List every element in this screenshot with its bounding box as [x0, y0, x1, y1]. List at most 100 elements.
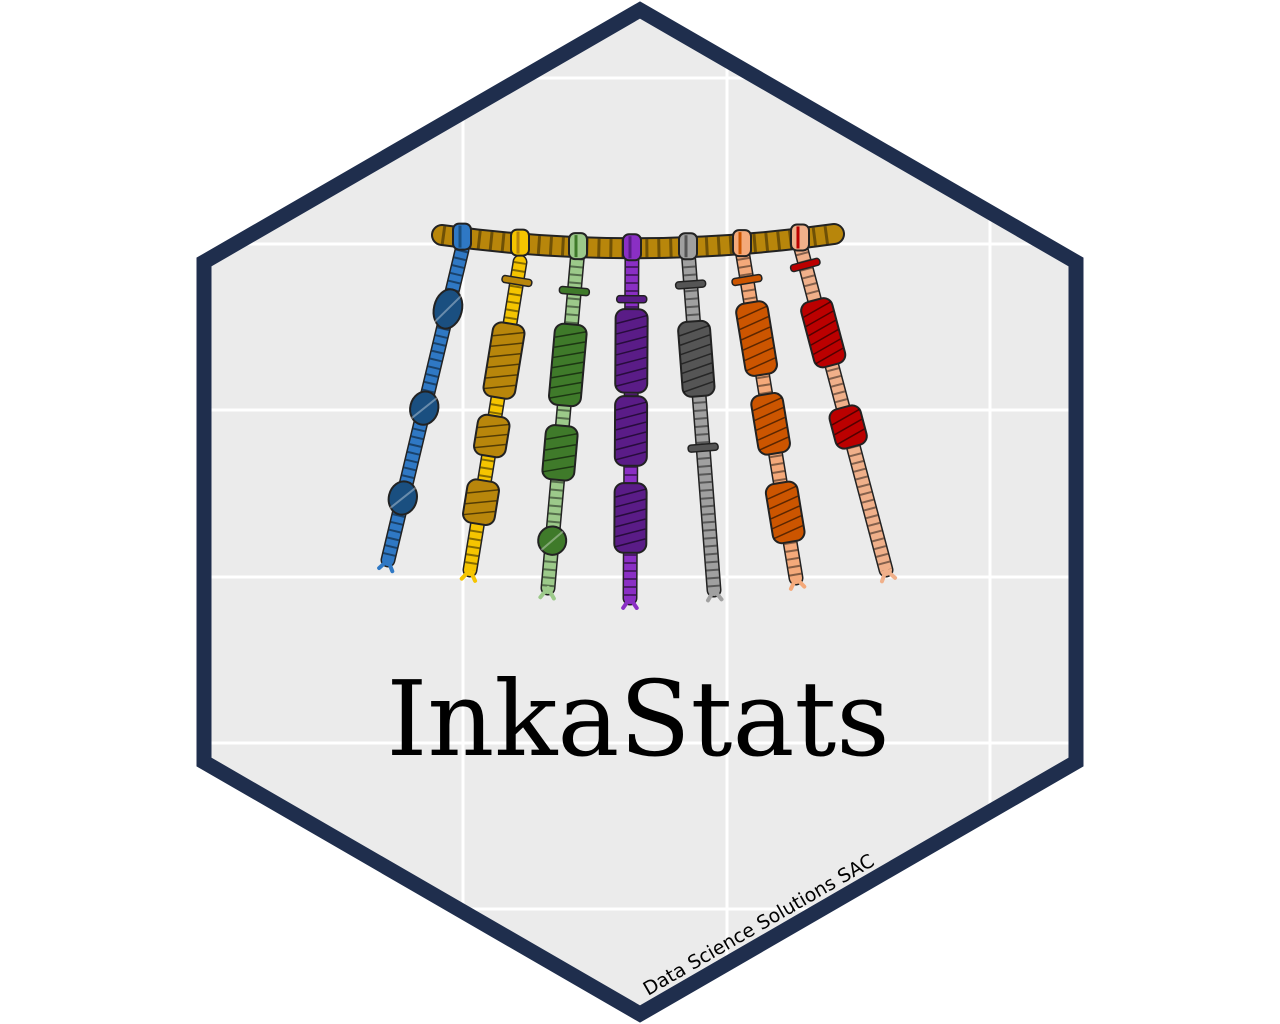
knot-wrap — [773, 525, 803, 540]
knot-wrap — [487, 363, 519, 369]
knot-wrap — [616, 346, 647, 356]
knot-wrap — [477, 423, 509, 429]
attachment-loop — [510, 228, 530, 257]
knot-wrap — [834, 418, 863, 436]
cord-tail — [628, 596, 639, 610]
orange-cord — [731, 242, 807, 591]
long-knot — [613, 395, 649, 467]
ring-knot-shape — [731, 273, 763, 287]
knot-wrap — [616, 325, 647, 335]
knot-wrap — [813, 338, 841, 356]
ring-knot-shape — [558, 285, 591, 297]
gray-cord — [674, 242, 724, 603]
attachment-loop — [790, 223, 810, 252]
long-knot — [750, 392, 791, 456]
knot-wrap — [615, 431, 647, 441]
cord-body — [682, 244, 720, 596]
knot-wrap — [810, 329, 839, 346]
cord-tail — [794, 576, 807, 589]
knot-wrap — [540, 530, 564, 551]
knot-wrap — [831, 408, 860, 426]
ring-knot — [558, 285, 591, 297]
attachment-loop — [452, 222, 472, 251]
long-knot — [800, 297, 847, 369]
knot-wrap — [615, 518, 646, 528]
knot-wrap — [543, 465, 574, 473]
knot-wrap — [544, 454, 575, 462]
knot-shape — [432, 288, 464, 330]
knot-shape — [537, 525, 568, 556]
knot-shape — [482, 321, 526, 400]
knot-wrap — [752, 397, 782, 412]
long-knot — [548, 322, 588, 408]
knot-wrap — [739, 316, 769, 331]
knot-wrap — [682, 362, 712, 374]
cord-twist — [682, 249, 720, 591]
knot-wrap — [615, 451, 647, 461]
knot-shape — [800, 297, 847, 369]
long-knot — [409, 390, 440, 426]
knot-wrap — [803, 301, 831, 318]
knot-wrap — [410, 397, 438, 419]
knot-wrap — [770, 505, 800, 520]
knot-wrap — [553, 351, 585, 359]
knot-wrap — [615, 528, 646, 538]
long-knot — [537, 525, 568, 556]
knot-wrap — [474, 443, 506, 449]
long-knot — [462, 478, 500, 527]
ring-knot — [674, 279, 707, 290]
cord-tail — [468, 568, 478, 583]
knot-wrap — [742, 336, 772, 351]
knot-wrap — [389, 487, 417, 509]
knot-wrap — [615, 411, 647, 421]
knot-wrap — [615, 421, 647, 431]
cord-tail — [712, 588, 724, 602]
knot-wrap — [615, 441, 647, 451]
knot-wrap — [759, 436, 789, 451]
knot-wrap — [489, 352, 521, 358]
knot-wrap — [746, 357, 776, 372]
attachment-loop — [678, 232, 698, 261]
cord-tail — [546, 586, 556, 601]
attachment-loop — [568, 232, 588, 261]
long-knot — [387, 480, 418, 516]
ring-knot — [501, 274, 533, 288]
hexagon-border — [196, 1, 1084, 1023]
long-knot — [614, 308, 649, 394]
knot-wrap — [484, 384, 516, 390]
knot-wrap — [756, 416, 786, 431]
green-cord — [537, 242, 591, 601]
ring-knot-shape — [501, 274, 533, 288]
cord-tail — [884, 568, 898, 580]
knot-wrap — [681, 352, 712, 365]
knot-wrap — [476, 433, 508, 439]
long-knot — [677, 319, 716, 398]
knot-wrap — [463, 510, 495, 516]
knot-wrap — [615, 508, 646, 518]
knot-wrap — [545, 443, 576, 451]
knot-shape — [387, 480, 418, 516]
knot-wrap — [679, 334, 710, 346]
long-knot — [735, 300, 778, 377]
knot-wrap — [491, 342, 523, 348]
knot-wrap — [754, 406, 784, 422]
knot-wrap — [616, 356, 647, 366]
red-cord — [789, 237, 898, 584]
knot-wrap — [767, 485, 797, 500]
knot-wrap — [682, 371, 713, 384]
ring-knot-shape — [674, 279, 707, 290]
knot-wrap — [616, 367, 647, 377]
knot-wrap — [815, 347, 844, 365]
ring-knot-shape — [789, 257, 821, 273]
knot-wrap — [549, 391, 581, 399]
ring-knot-shape — [615, 294, 648, 304]
knot-wrap — [616, 314, 647, 325]
long-knot — [473, 413, 511, 459]
ring-knot — [687, 442, 719, 453]
knot-wrap — [616, 335, 647, 346]
blue-cord — [377, 242, 470, 574]
quipu-illustration — [377, 222, 898, 610]
logo-title: InkaStats — [386, 658, 889, 780]
